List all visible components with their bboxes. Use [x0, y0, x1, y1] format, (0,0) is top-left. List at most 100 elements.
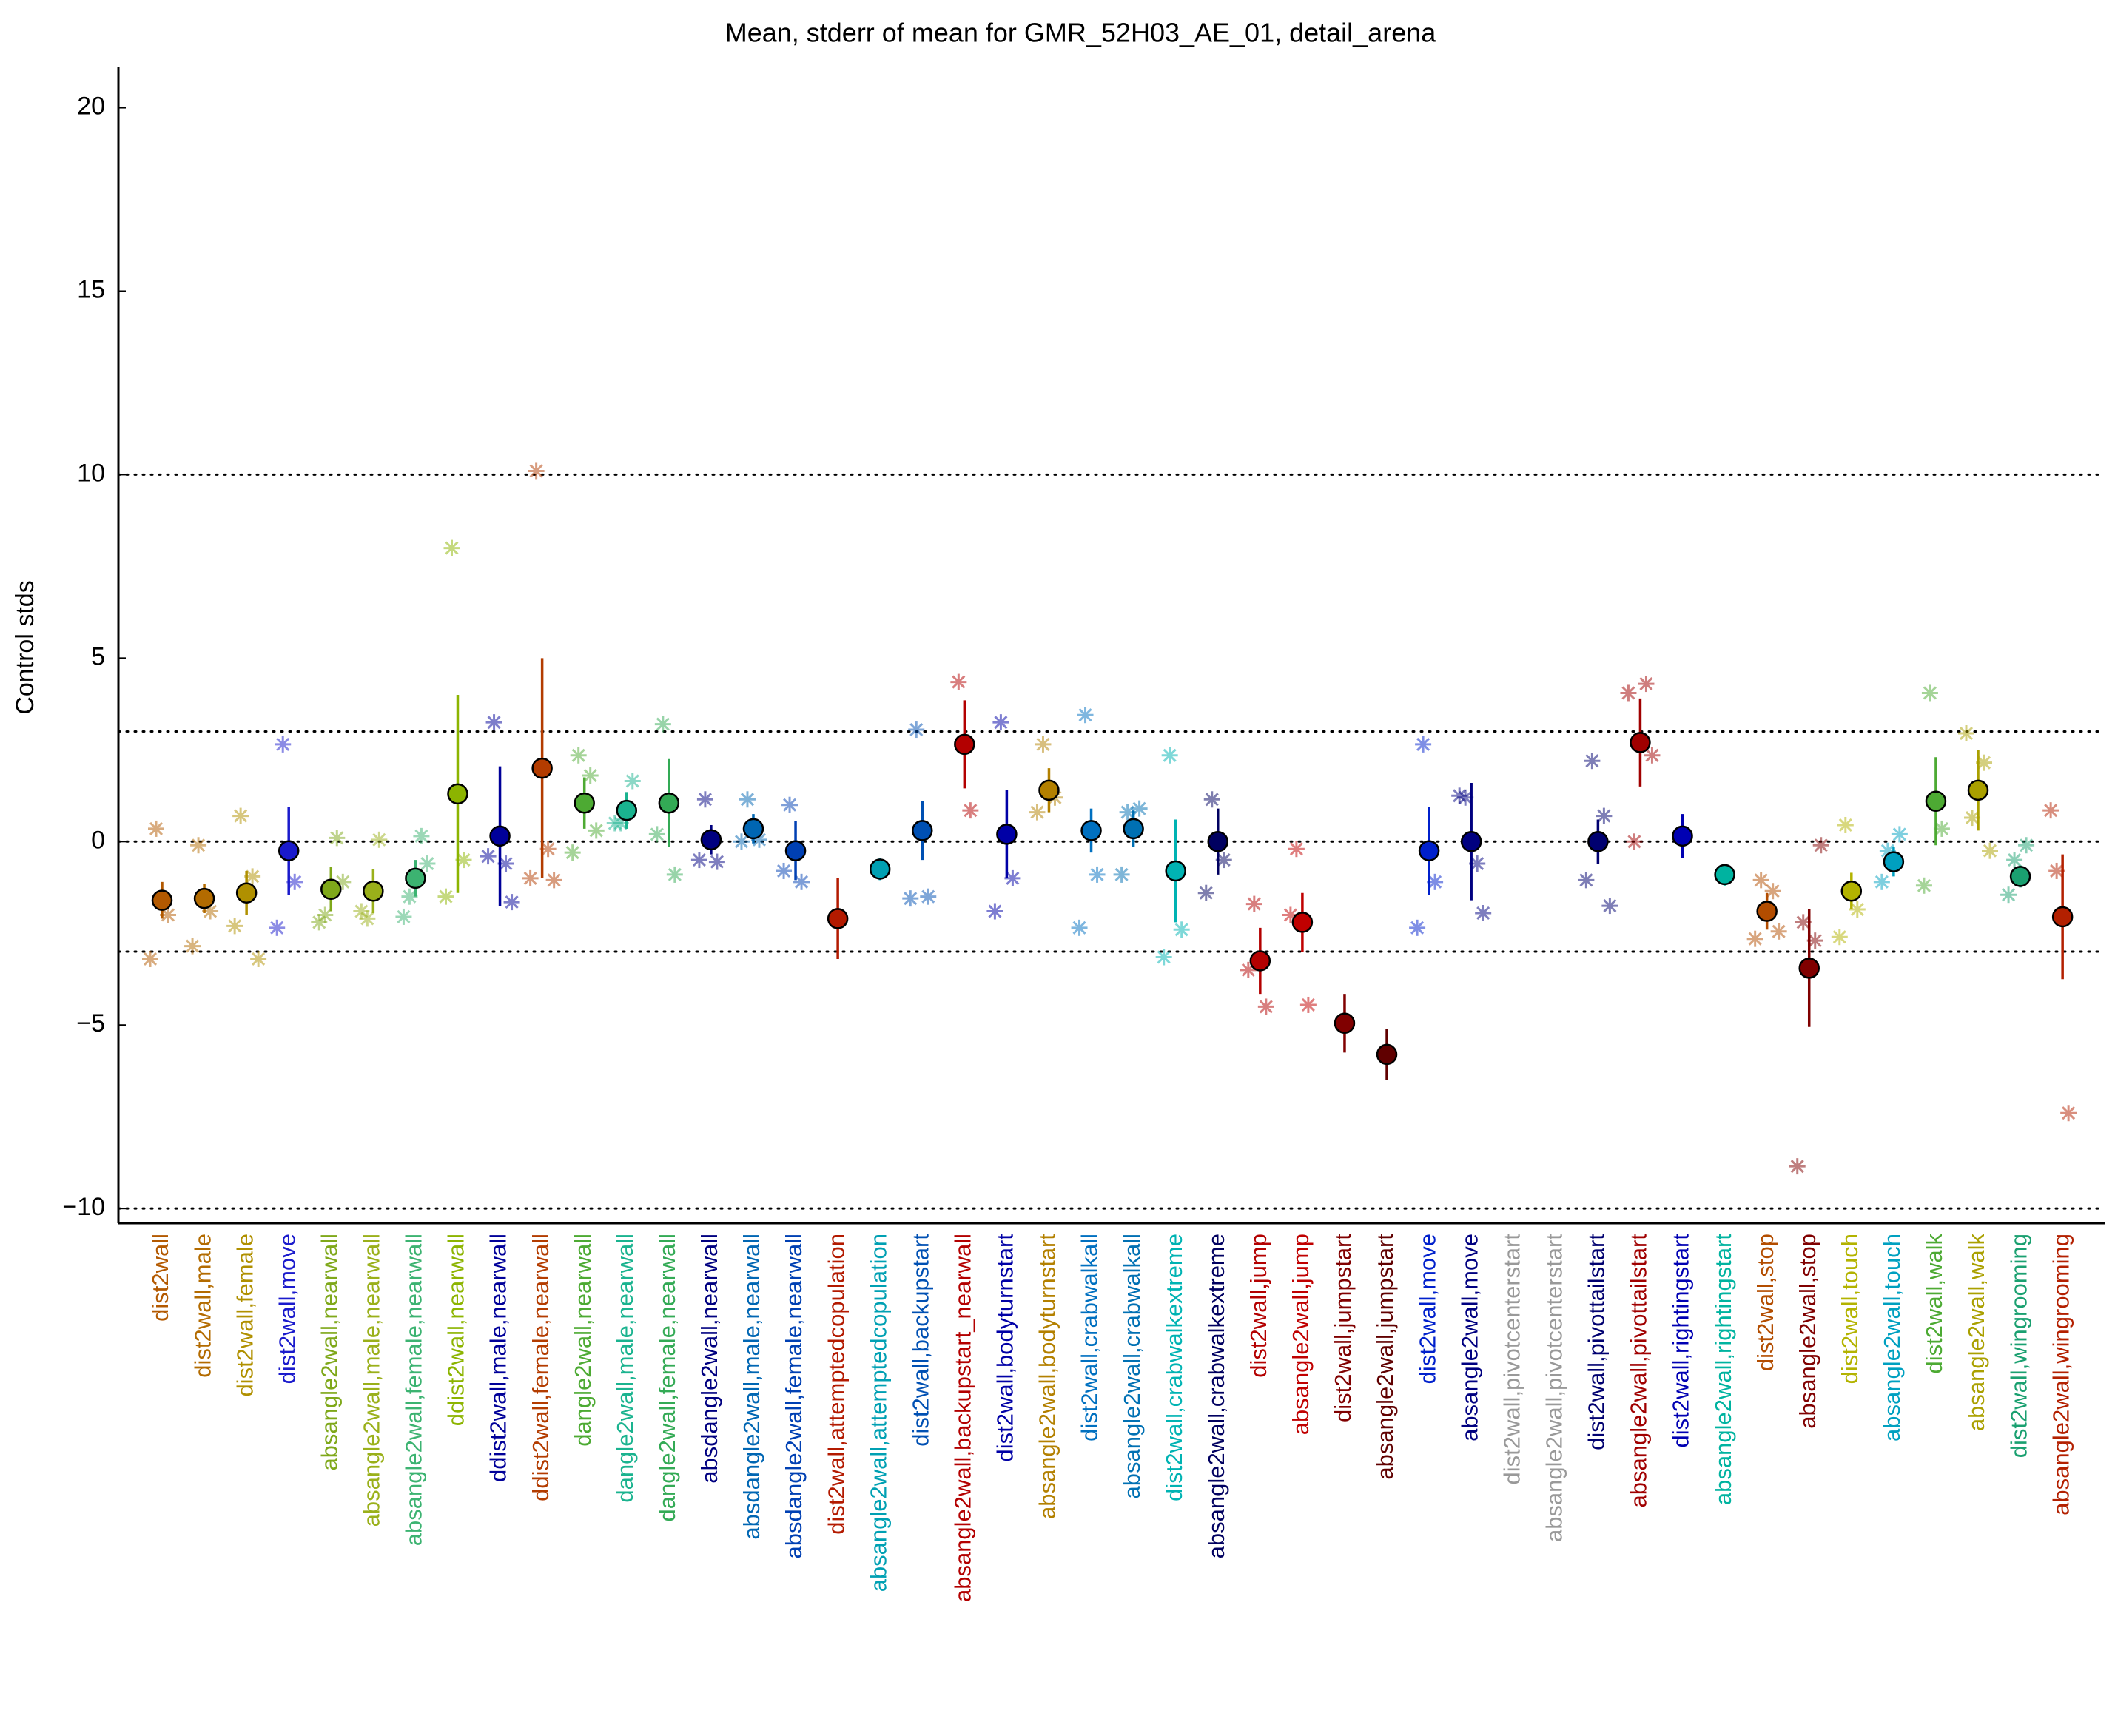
replicate-marker	[522, 869, 539, 886]
x-tick-label: dist2wall,attemptedcopulation	[823, 1234, 849, 1535]
x-tick-label: absangle2wall,wingrooming	[2048, 1234, 2074, 1515]
replicate-marker	[1203, 791, 1220, 808]
mean-marker	[363, 880, 384, 902]
replicate-marker	[1921, 684, 1938, 702]
replicate-marker	[1427, 873, 1444, 890]
mean-marker	[278, 840, 300, 861]
x-tick-label: dist2wall,backupstart	[907, 1234, 933, 1447]
replicate-marker	[654, 716, 671, 733]
x-tick-label: absangle2wall,touch	[1879, 1234, 1905, 1441]
replicate-marker	[503, 894, 520, 911]
replicate-marker	[1240, 961, 1257, 978]
mean-marker	[1587, 831, 1609, 852]
x-tick-label: absangle2wall,walk	[1963, 1234, 1989, 1432]
replicate-marker	[902, 890, 919, 907]
mean-marker	[742, 818, 764, 840]
replicate-marker	[419, 855, 436, 872]
mean-marker	[531, 757, 553, 779]
replicate-marker	[311, 914, 328, 931]
x-tick-label: dist2wall,rightingstart	[1668, 1234, 1694, 1448]
mean-marker	[1672, 825, 1693, 847]
replicate-marker	[624, 773, 641, 790]
replicate-marker	[1933, 820, 1950, 837]
x-tick-label: absangle2wall,stop	[1795, 1234, 1820, 1429]
replicate-marker	[908, 721, 925, 739]
x-tick-label: dist2wall,move	[1414, 1234, 1440, 1384]
replicate-marker	[353, 903, 370, 920]
replicate-marker	[1155, 949, 1172, 966]
replicate-marker	[992, 714, 1009, 731]
replicate-marker	[1113, 866, 1130, 883]
x-tick-label: absangle2wall,crabwalkall	[1119, 1234, 1145, 1498]
mean-marker	[1967, 779, 1989, 801]
replicate-marker	[485, 714, 502, 731]
replicate-marker	[606, 815, 623, 832]
replicate-marker	[1029, 804, 1046, 821]
replicate-marker	[1245, 895, 1262, 912]
replicate-marker	[443, 539, 460, 556]
replicate-marker	[1837, 816, 1854, 833]
x-tick-label: dist2wall,pivotcenterstart	[1499, 1234, 1524, 1485]
replicate-marker	[1958, 725, 1975, 742]
mean-marker	[193, 887, 215, 909]
replicate-marker	[1752, 872, 1769, 889]
replicate-marker	[286, 873, 303, 890]
replicate-marker	[1173, 921, 1190, 938]
y-tick-label: −5	[76, 1009, 105, 1037]
mean-marker	[827, 908, 849, 929]
replicate-marker	[1197, 884, 1214, 901]
x-tick-label: dist2wall,crabwalkall	[1077, 1234, 1103, 1441]
mean-marker	[1714, 864, 1735, 886]
replicate-marker	[950, 673, 967, 690]
replicate-marker	[1638, 676, 1655, 693]
replicate-marker	[1873, 873, 1890, 890]
replicate-marker	[582, 767, 599, 784]
replicate-marker	[1475, 904, 1492, 921]
y-tick-label: 0	[91, 826, 105, 854]
x-tick-label: dangle2wall,male,nearwall	[612, 1234, 638, 1503]
replicate-marker	[564, 844, 581, 861]
x-tick-label: absangle2wall,rightingstart	[1710, 1234, 1736, 1505]
replicate-marker	[1415, 736, 1432, 753]
replicate-marker	[148, 820, 164, 837]
mean-marker	[658, 792, 680, 814]
x-tick-label: absangle2wall,backupstart_nearwall	[950, 1234, 976, 1602]
replicate-marker	[1451, 787, 1468, 804]
replicate-marker	[184, 938, 201, 955]
replicate-marker	[776, 862, 793, 879]
replicate-marker	[696, 791, 713, 808]
mean-marker	[1925, 790, 1947, 812]
replicate-marker	[1584, 753, 1601, 770]
replicate-marker	[2042, 802, 2059, 819]
replicate-marker	[395, 908, 412, 925]
x-tick-label: absangle2wall,nearwall	[316, 1234, 342, 1471]
replicate-marker	[739, 791, 756, 808]
mean-marker	[912, 820, 933, 841]
replicate-marker	[545, 872, 562, 889]
x-tick-label: dist2wall,jumpstart	[1330, 1234, 1356, 1422]
mean-marker	[1840, 880, 1863, 902]
replicate-marker	[1812, 837, 1829, 854]
replicate-marker	[1770, 923, 1787, 940]
y-tick-label: 10	[77, 459, 105, 487]
replicate-marker	[986, 903, 1003, 920]
replicate-marker	[1915, 877, 1932, 894]
mean-marker	[1376, 1043, 1398, 1066]
x-tick-label: dist2wall,pivottailstart	[1584, 1234, 1610, 1450]
mean-marker	[996, 824, 1018, 845]
replicate-marker	[250, 950, 267, 967]
replicate-marker	[2018, 837, 2035, 854]
replicate-marker	[528, 462, 545, 480]
replicate-marker	[1596, 807, 1613, 824]
x-tick-label: dist2wall,move	[274, 1234, 300, 1384]
replicate-marker	[190, 837, 207, 854]
y-tick-label: −10	[62, 1193, 105, 1221]
x-tick-label: dist2wall,stop	[1752, 1234, 1778, 1371]
replicate-marker	[437, 888, 454, 905]
mean-marker	[574, 792, 595, 814]
x-tick-label: ddist2wall,nearwall	[443, 1234, 469, 1426]
replicate-marker	[1578, 872, 1595, 889]
mean-marker	[616, 799, 638, 821]
replicate-marker	[781, 796, 798, 813]
